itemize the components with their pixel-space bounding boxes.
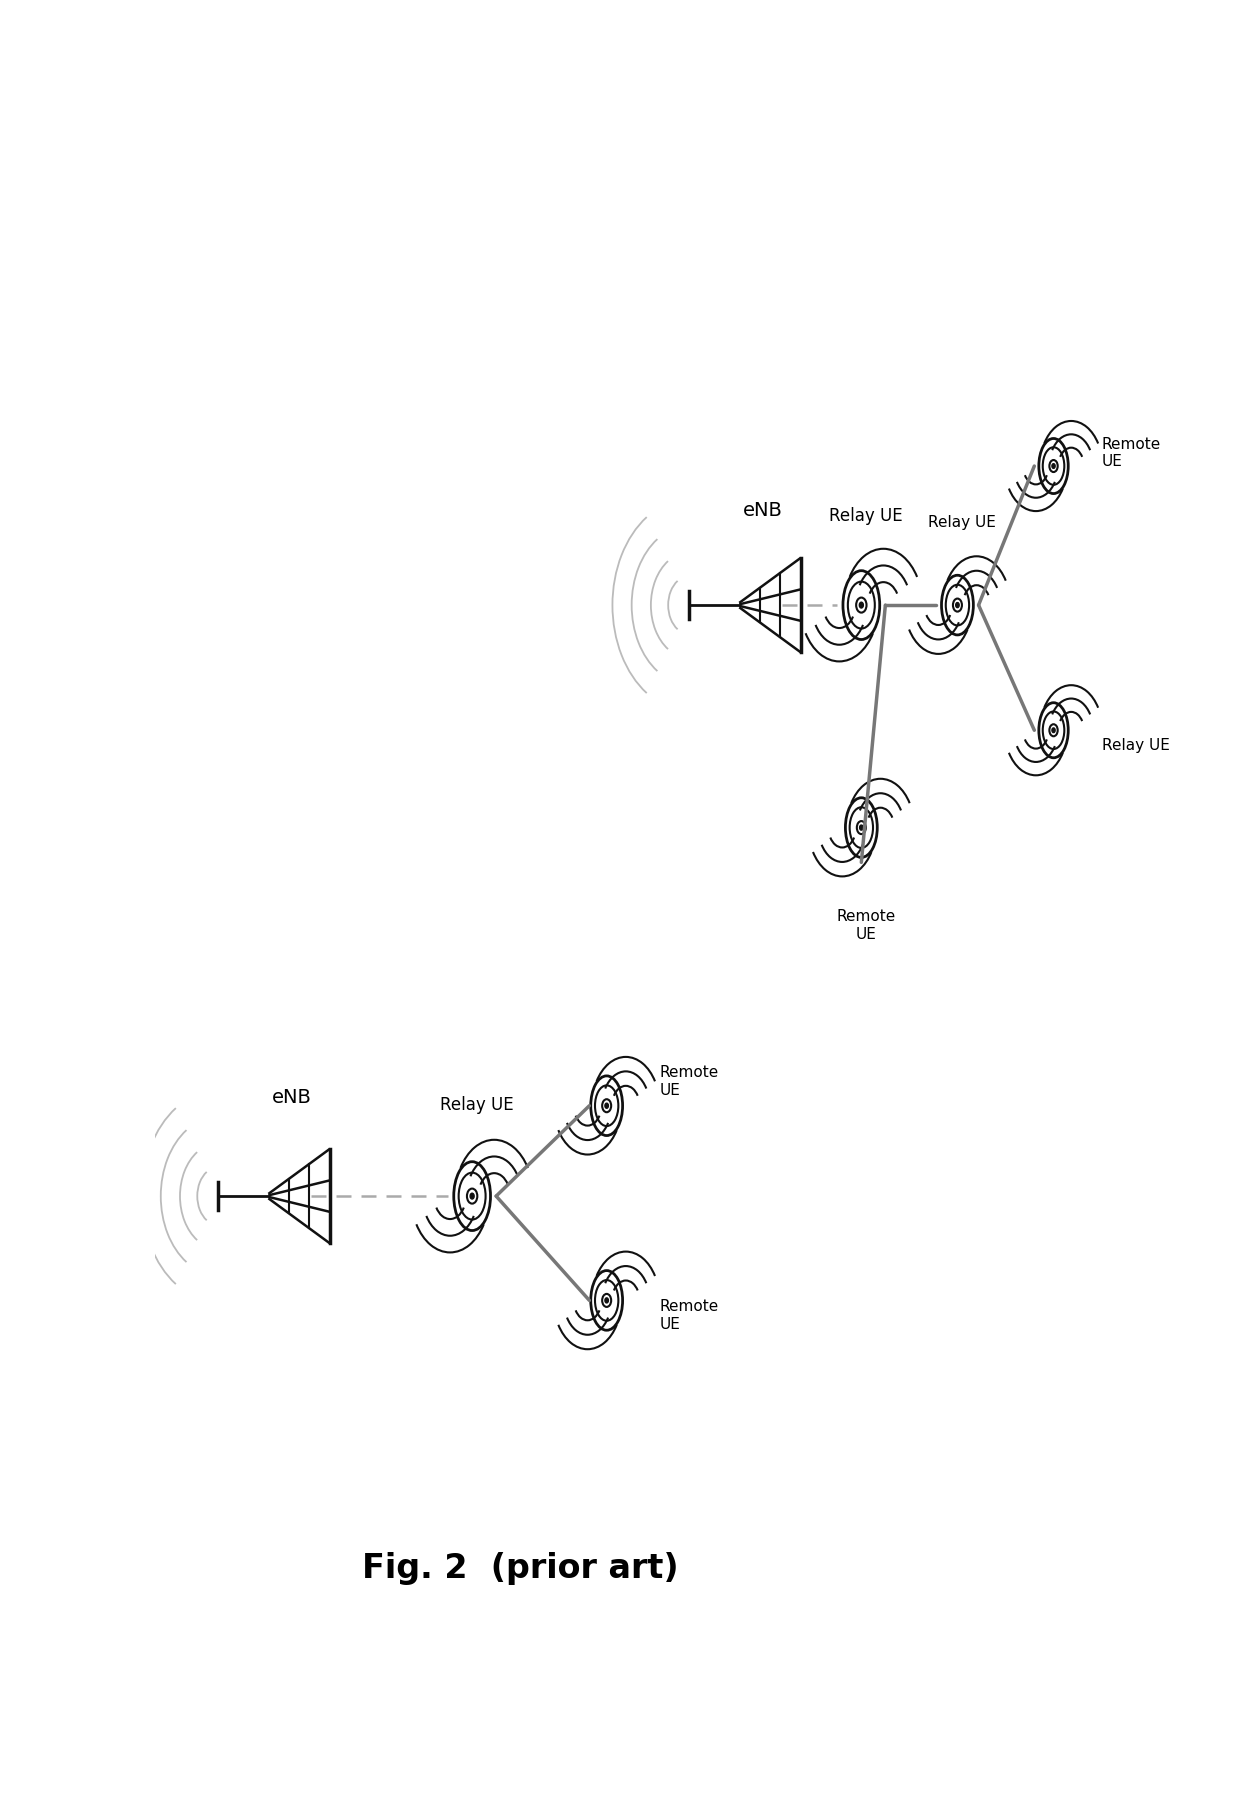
Text: Remote
UE: Remote UE xyxy=(660,1065,719,1097)
Text: Remote
UE: Remote UE xyxy=(837,908,895,940)
Text: Remote
UE: Remote UE xyxy=(660,1298,719,1330)
Ellipse shape xyxy=(846,798,877,857)
Ellipse shape xyxy=(1043,713,1064,749)
Circle shape xyxy=(470,1193,474,1199)
Circle shape xyxy=(859,825,863,830)
Text: eNB: eNB xyxy=(272,1087,311,1106)
Circle shape xyxy=(859,603,863,608)
Ellipse shape xyxy=(946,585,970,626)
Ellipse shape xyxy=(1039,439,1068,495)
Ellipse shape xyxy=(941,576,973,635)
Ellipse shape xyxy=(849,809,873,848)
Text: eNB: eNB xyxy=(743,500,782,520)
Text: Relay UE: Relay UE xyxy=(1101,736,1169,753)
Text: Relay UE: Relay UE xyxy=(929,514,996,529)
Ellipse shape xyxy=(595,1087,619,1126)
Ellipse shape xyxy=(590,1271,622,1330)
Text: Fig. 2  (prior art): Fig. 2 (prior art) xyxy=(362,1550,678,1585)
Ellipse shape xyxy=(1043,448,1064,486)
Ellipse shape xyxy=(848,583,874,630)
Ellipse shape xyxy=(595,1280,619,1321)
Ellipse shape xyxy=(454,1162,491,1231)
Circle shape xyxy=(1052,464,1055,469)
Circle shape xyxy=(1052,729,1055,733)
Text: Remote
UE: Remote UE xyxy=(1101,437,1161,469)
Ellipse shape xyxy=(1039,704,1068,758)
Text: Relay UE: Relay UE xyxy=(440,1096,513,1114)
Ellipse shape xyxy=(459,1173,486,1220)
Circle shape xyxy=(605,1298,609,1303)
Circle shape xyxy=(956,603,960,608)
Ellipse shape xyxy=(843,572,879,641)
Circle shape xyxy=(605,1103,609,1108)
Ellipse shape xyxy=(590,1076,622,1135)
Text: Relay UE: Relay UE xyxy=(830,507,903,525)
